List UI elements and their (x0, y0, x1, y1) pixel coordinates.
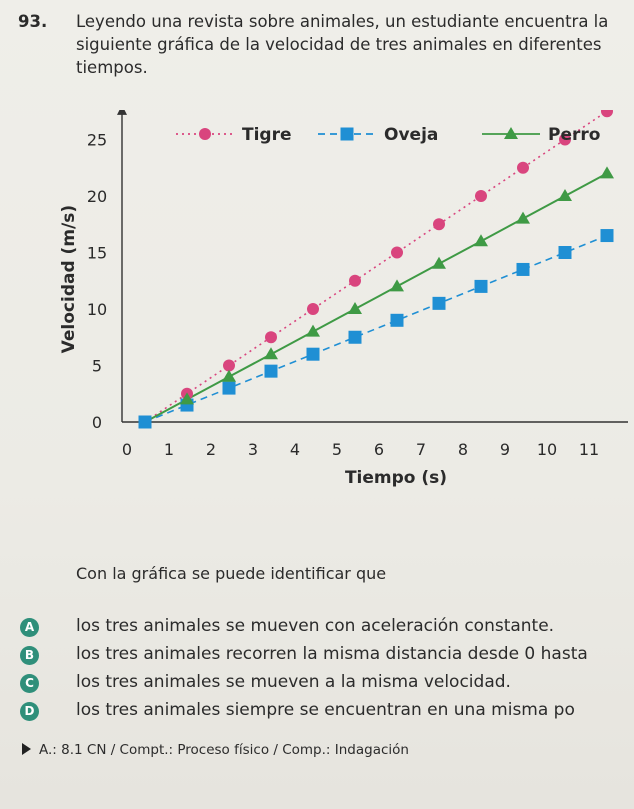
point-oveja-9 (516, 262, 530, 276)
x-tick-label-10: 10 (537, 440, 557, 459)
legend-label-tigre: Tigre (242, 125, 292, 145)
point-oveja-6 (390, 313, 404, 327)
y-axis-arrow (117, 110, 127, 115)
point-perro-2 (222, 369, 236, 382)
point-perro-9 (516, 211, 530, 224)
y-axis-title: Velocidad (m/s) (59, 205, 79, 353)
series-line-tigre (144, 110, 608, 423)
chart-axes (117, 110, 628, 423)
series-line-oveja (144, 234, 608, 423)
x-tick-label-0: 0 (122, 440, 132, 459)
x-tick-label-2: 2 (206, 440, 216, 459)
point-perro-7 (432, 256, 446, 269)
point-oveja-5 (348, 330, 362, 344)
point-tigre-11 (601, 110, 613, 118)
series-markers (138, 110, 614, 429)
point-tigre-10 (559, 133, 571, 146)
point-perro-10 (558, 189, 572, 201)
option-a[interactable]: A los tres animales se mueven con aceler… (20, 616, 634, 642)
option-c-badge: C (20, 674, 39, 693)
chart-labels: 0 5 10 15 20 25 0 1 2 3 4 5 6 7 8 9 10 11 Tiempo (s) Veloci… (59, 131, 599, 489)
x-tick-label-11: 11 (579, 440, 599, 459)
legend-label-oveja: Oveja (384, 125, 438, 145)
series-lines (144, 110, 608, 423)
play-arrow-icon (22, 743, 31, 755)
curriculum-reference-text: A.: 8.1 CN / Compt.: Proceso físico / Co… (39, 742, 409, 758)
point-perro-6 (390, 279, 404, 292)
legend-label-perro: Perro (548, 125, 600, 145)
y-tick-label-15: 15 (87, 244, 107, 263)
question-number: 93. (18, 12, 48, 31)
point-origin (138, 415, 152, 429)
x-axis-title: Tiempo (s) (345, 468, 447, 488)
point-tigre-3 (265, 331, 277, 344)
point-oveja-7 (432, 296, 446, 310)
point-oveja-10 (558, 246, 572, 259)
point-oveja-3 (264, 364, 278, 378)
point-perro-1 (180, 392, 194, 405)
y-tick-label-20: 20 (87, 187, 107, 206)
point-tigre-5 (349, 274, 361, 287)
option-c[interactable]: C los tres animales se mueven a la misma… (20, 672, 634, 698)
legend-marker-tigre (199, 128, 211, 140)
option-b-badge: B (20, 646, 39, 665)
x-tick-label-8: 8 (458, 440, 468, 459)
series-line-perro (144, 172, 608, 423)
option-d-badge: D (20, 702, 39, 721)
y-tick-label-5: 5 (92, 357, 102, 376)
curriculum-reference: A.: 8.1 CN / Compt.: Proceso físico / Co… (22, 742, 409, 758)
velocity-chart: Tigre Oveja Perro 0 5 10 15 20 25 0 1 2 3 4 5 6 7 8 9 10 11… (59, 110, 628, 489)
option-a-text: los tres animales se mueven con acelerac… (76, 616, 555, 636)
y-tick-label-0: 0 (92, 413, 102, 432)
question-text: Leyendo una revista sobre animales, un e… (76, 12, 609, 77)
option-d[interactable]: D los tres animales siempre se encuentra… (20, 700, 634, 726)
x-tick-label-6: 6 (374, 440, 384, 459)
chart-legend: Tigre Oveja Perro (176, 125, 600, 145)
point-perro-8 (474, 234, 488, 247)
legend-marker-oveja (340, 127, 354, 141)
x-tick-label-9: 9 (500, 440, 510, 459)
point-tigre-4 (307, 303, 319, 315)
x-tick-label-1: 1 (164, 440, 174, 459)
point-tigre-9 (517, 161, 529, 174)
prompt-text: Con la gráfica se puede identificar que (76, 564, 387, 583)
point-perro-3 (264, 347, 278, 360)
y-tick-label-10: 10 (87, 300, 107, 319)
option-b-text: los tres animales recorren la misma dist… (76, 644, 588, 664)
option-a-badge: A (20, 618, 39, 637)
point-oveja-4 (306, 347, 320, 361)
x-tick-label-5: 5 (332, 440, 342, 459)
point-oveja-8 (474, 279, 488, 293)
point-tigre-8 (475, 190, 487, 202)
option-b[interactable]: B los tres animales recorren la misma di… (20, 644, 634, 670)
point-perro-5 (348, 302, 362, 314)
point-oveja-2 (222, 381, 236, 395)
x-tick-label-3: 3 (248, 440, 258, 459)
option-c-text: los tres animales se mueven a la misma v… (76, 672, 511, 692)
legend-marker-perro (504, 127, 518, 139)
x-tick-label-7: 7 (416, 440, 426, 459)
option-d-text: los tres animales siempre se encuentran … (76, 700, 575, 720)
point-perro-4 (306, 324, 320, 337)
point-perro-11 (600, 166, 614, 179)
point-oveja-11 (600, 229, 614, 243)
x-tick-label-4: 4 (290, 440, 300, 459)
point-tigre-6 (391, 246, 403, 259)
y-tick-label-25: 25 (87, 131, 107, 150)
point-tigre-7 (433, 218, 445, 231)
point-tigre-2 (223, 359, 235, 372)
